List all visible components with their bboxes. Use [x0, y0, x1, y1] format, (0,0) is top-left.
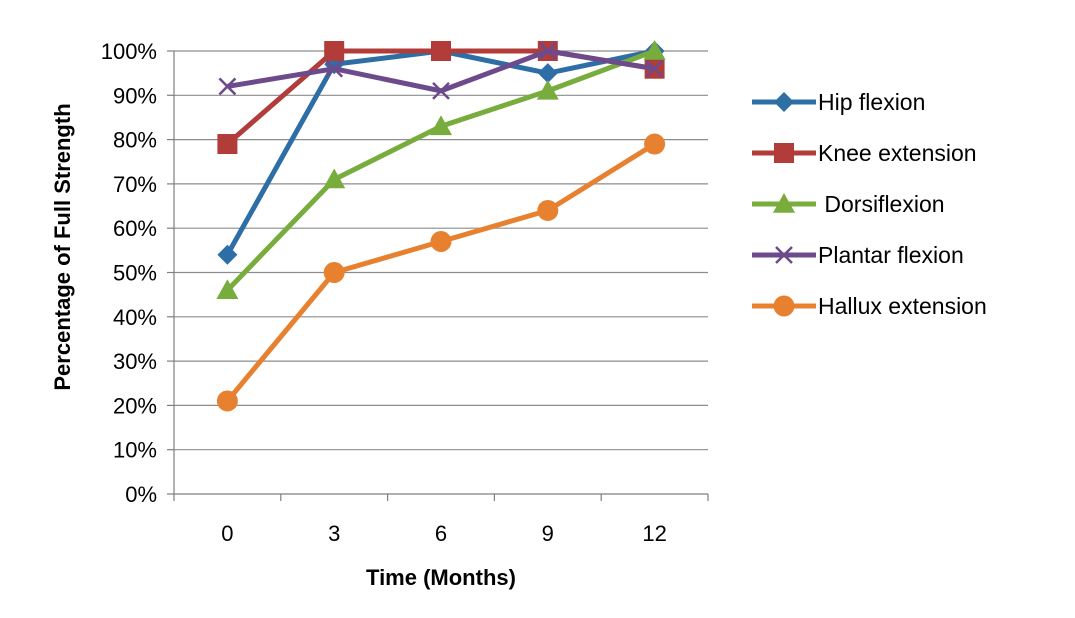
- y-tick-label: 70%: [113, 172, 157, 197]
- x-marker-stroke: [775, 246, 793, 264]
- data-point: [217, 244, 238, 265]
- data-point: [432, 81, 450, 100]
- data-point: [644, 133, 666, 155]
- x-tick-label: 9: [542, 521, 554, 546]
- data-point: [536, 79, 559, 100]
- legend-label: Hallux extension: [818, 293, 987, 319]
- axes: [167, 50, 709, 501]
- legend-label: Dorsiflexion: [818, 191, 945, 217]
- data-point: [537, 63, 558, 84]
- series-hallux-extension: [216, 133, 666, 412]
- data-point: [645, 59, 664, 78]
- legend-label: Hip flexion: [818, 89, 925, 115]
- series-plantar-flexion: [218, 42, 664, 100]
- y-tick-label: 80%: [113, 128, 157, 153]
- x-tick-label: 12: [642, 521, 666, 546]
- legend-item: Knee extension: [752, 140, 977, 166]
- legend-item: Hip flexion: [752, 89, 925, 115]
- x-marker-stroke: [325, 59, 344, 78]
- y-tick-label: 10%: [113, 438, 157, 463]
- data-point: [537, 199, 559, 221]
- legend-marker: [773, 193, 795, 213]
- y-tick-label: 0%: [125, 482, 157, 507]
- x-marker-stroke: [645, 59, 664, 78]
- data-point: [216, 390, 238, 412]
- y-tick-label: 100%: [101, 39, 157, 64]
- data-point: [430, 230, 452, 252]
- legend-item: Hallux extension: [752, 293, 987, 319]
- x-marker-stroke: [538, 42, 557, 60]
- y-tick-label: 20%: [113, 393, 157, 418]
- x-tick-label: 0: [221, 521, 233, 546]
- x-tick-label: 6: [435, 521, 447, 546]
- data-point: [643, 40, 666, 60]
- legend-marker: [773, 295, 795, 317]
- y-tick-label: 90%: [113, 83, 157, 108]
- data-point: [325, 59, 344, 78]
- x-marker-stroke: [218, 77, 237, 96]
- data-point: [431, 41, 451, 61]
- data-point: [324, 41, 345, 61]
- y-tick-label: 40%: [113, 305, 157, 330]
- y-axis-title: Percentage of Full Strength: [50, 103, 75, 390]
- legend-marker: [775, 246, 793, 264]
- legend-item: Dorsiflexion: [752, 191, 945, 217]
- legend-label: Plantar flexion: [818, 242, 964, 268]
- x-marker-stroke: [432, 81, 450, 100]
- x-axis-title: Time (Months): [366, 565, 516, 590]
- y-tick-label: 60%: [113, 216, 157, 241]
- y-tick-label: 30%: [113, 349, 157, 374]
- tick-labels: 0% 10% 20% 30% 40% 50% 60% 70% 80% 90% 100% 0 3 6 9 12: [101, 39, 667, 546]
- data-point: [323, 168, 346, 189]
- data-point: [218, 77, 237, 96]
- legend-label: Knee extension: [818, 140, 977, 166]
- data-point: [217, 134, 238, 155]
- data-point: [430, 115, 452, 136]
- y-tick-label: 50%: [113, 261, 157, 286]
- legend: Hip flexion Knee extension Dorsiflexion Pl…: [752, 89, 987, 319]
- data-point: [538, 42, 557, 60]
- legend-item: Plantar flexion: [752, 242, 964, 268]
- legend-marker: [774, 143, 794, 163]
- x-tick-label: 3: [328, 521, 340, 546]
- series-lines: [216, 40, 666, 412]
- data-point: [216, 279, 239, 300]
- series-dorsiflexion: [216, 40, 666, 300]
- data-point: [323, 262, 345, 283]
- legend-marker: [774, 92, 794, 112]
